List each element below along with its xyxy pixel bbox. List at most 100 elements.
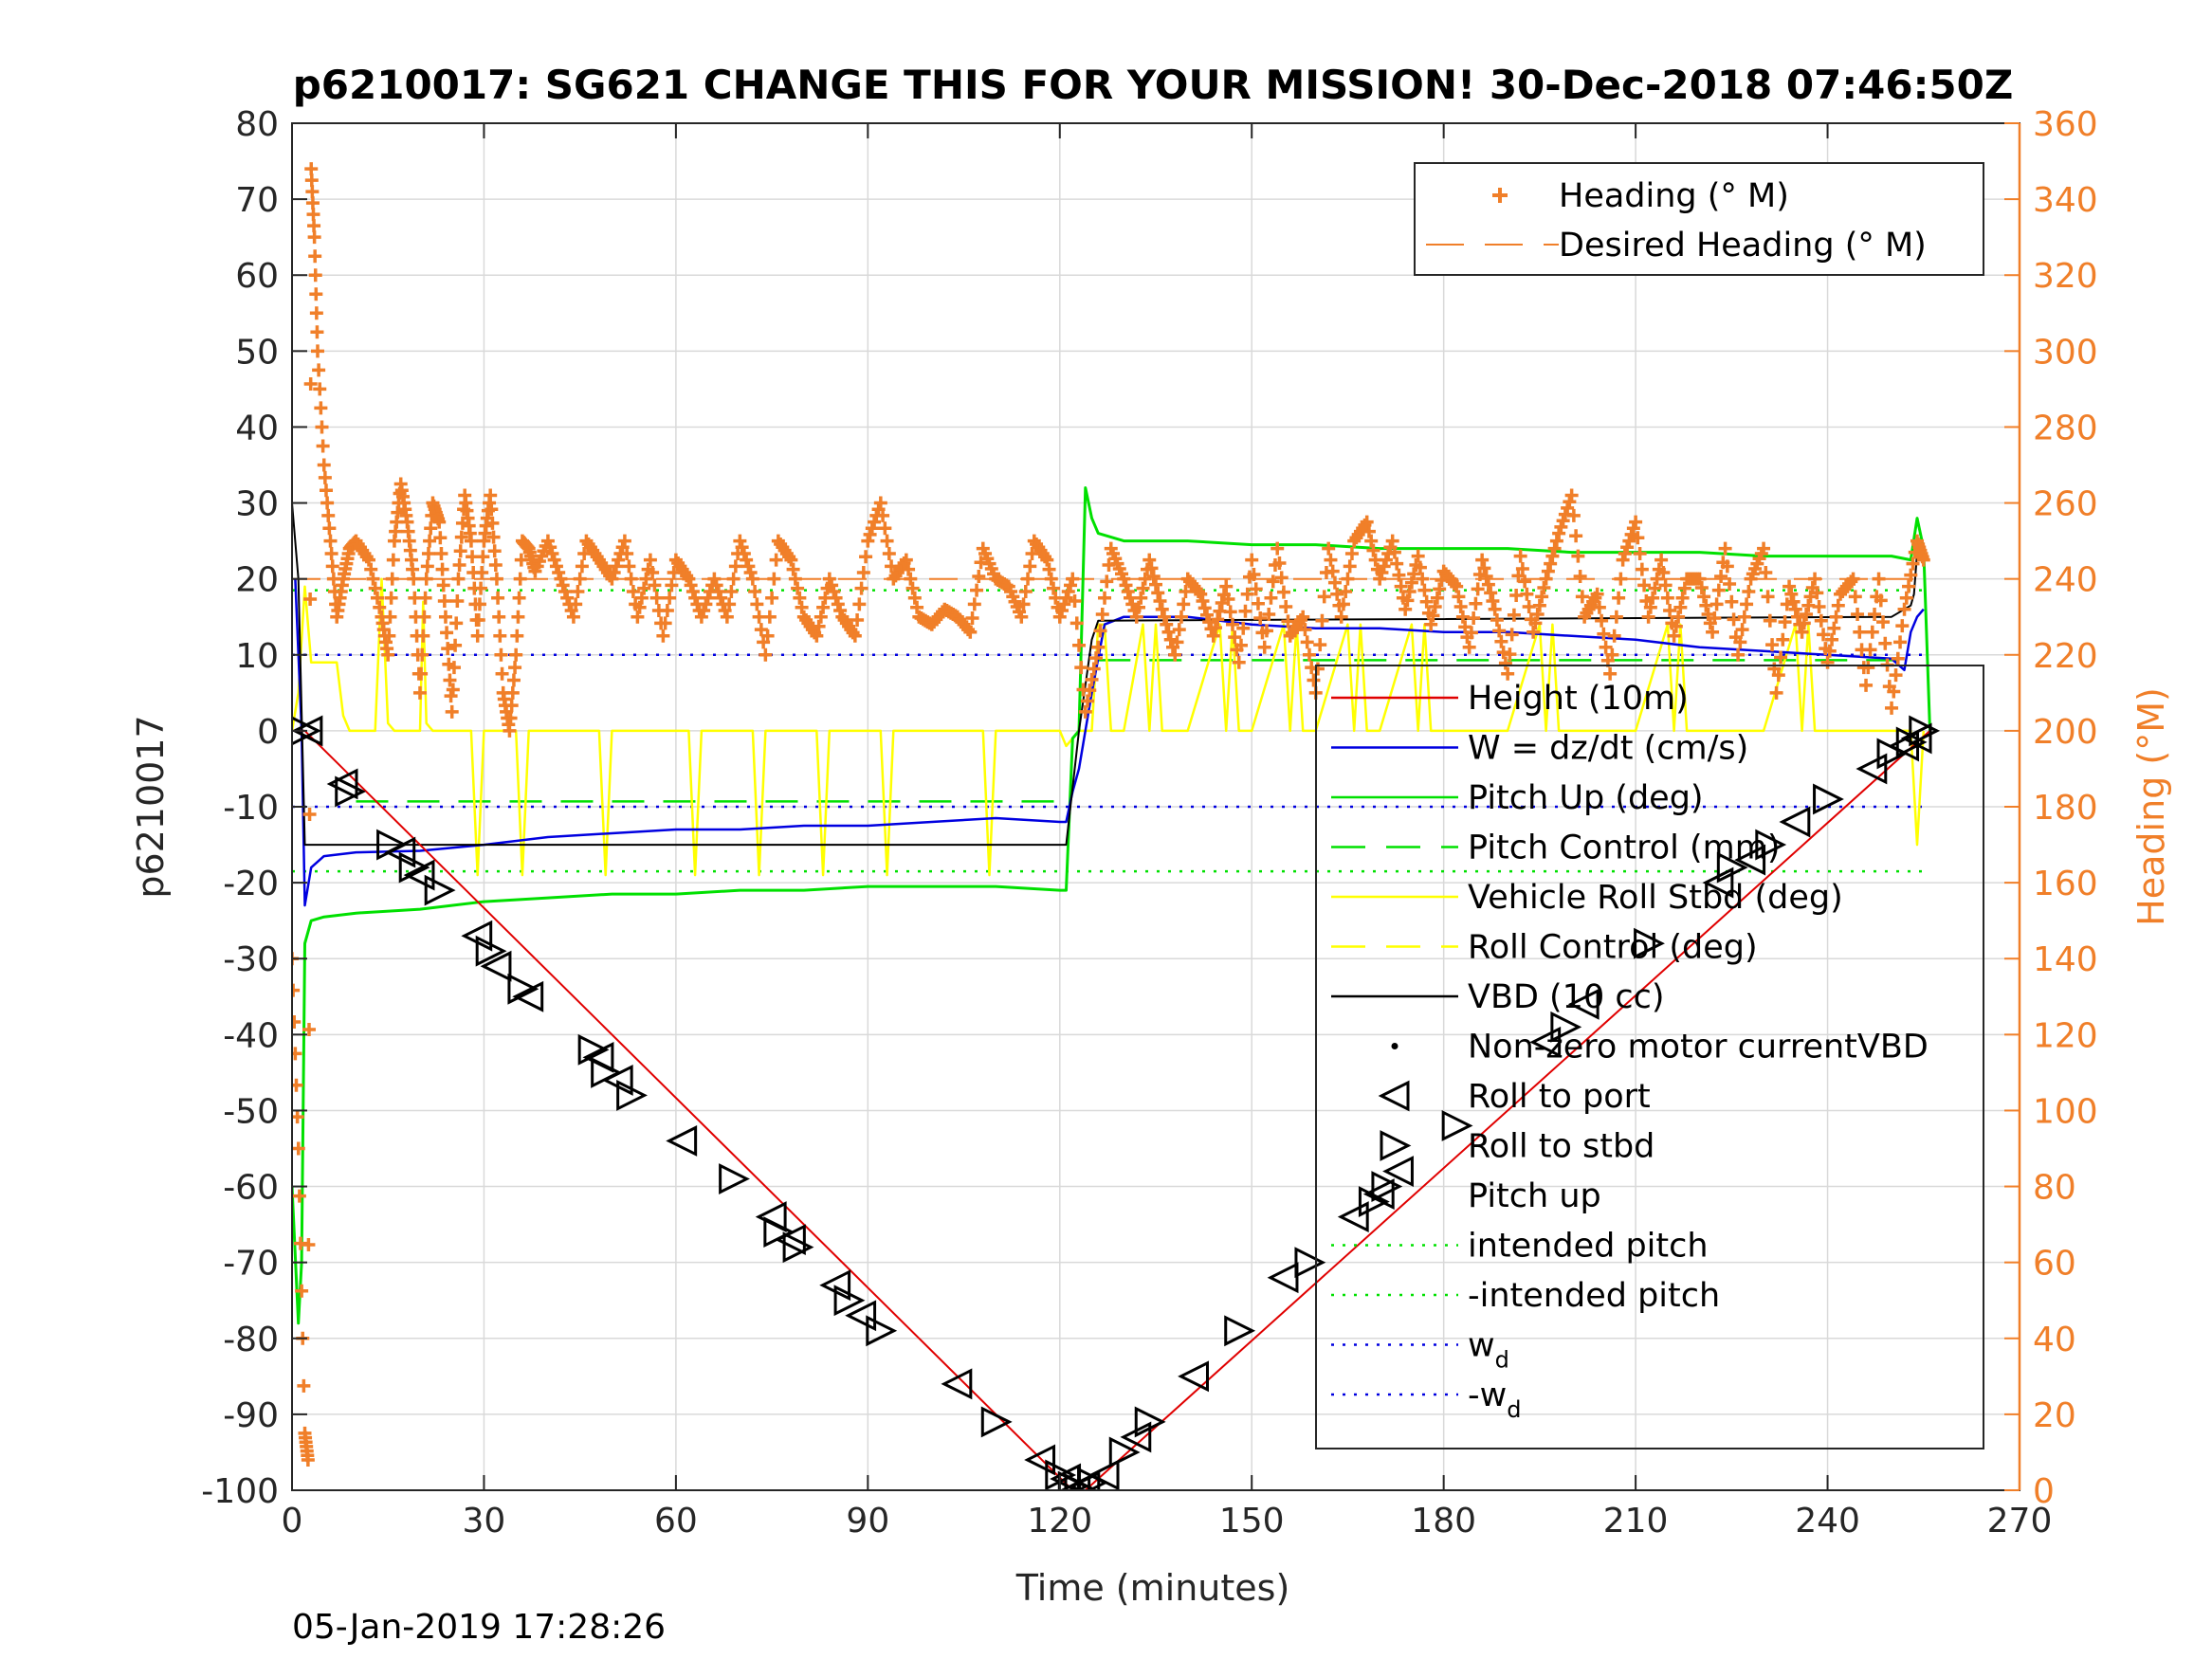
roll-to-port-marker [1178,1360,1209,1393]
heading-point [1791,610,1805,624]
heading-point [415,647,430,662]
heading-point [1654,553,1669,567]
heading-point [305,196,320,210]
heading-point [1757,541,1771,556]
roll-to-port-marker [775,1224,806,1256]
heading-point [1569,529,1583,543]
y-tick-label: 20 [235,561,279,600]
heading-point [318,470,332,484]
heading-point [304,162,319,176]
roll-to-stbd-marker [1108,1436,1141,1468]
heading-point [754,623,768,637]
heading-point [487,544,502,558]
roll-to-port-marker [941,1368,973,1400]
heading-point [1501,666,1515,681]
y2-tick-label: 220 [2033,637,2098,676]
heading-point [810,629,824,643]
heading-point [1520,587,1534,601]
heading-point [1612,591,1626,605]
y-tick-label: -100 [201,1472,279,1511]
heading-point [1573,569,1587,583]
heading-point [665,578,679,592]
heading-point [1407,567,1421,581]
heading-point [1091,640,1106,654]
heading-point [784,553,798,567]
heading-point [1851,608,1865,622]
y-tick-label: -90 [223,1396,279,1435]
y2-tick-label: 300 [2033,333,2098,372]
heading-point [447,661,461,675]
heading-point [1174,610,1188,624]
heading-point [1561,501,1575,515]
heading-point [1279,600,1293,614]
heading-point [741,559,756,574]
heading-point [1334,610,1348,624]
heading-point [1812,600,1826,614]
heading-point [370,591,384,605]
heading-point [1648,581,1662,595]
heading-point [1199,608,1214,622]
roll-to-stbd-marker [1371,1171,1403,1202]
heading-point [1057,597,1071,611]
heading-point [1897,602,1911,616]
heading-point [1344,546,1359,560]
heading-point [1146,569,1161,583]
heading-point [1262,608,1276,622]
heading-point [1725,594,1739,609]
heading-point [1547,541,1562,556]
heading-point [1740,597,1754,611]
heading-point [701,591,715,605]
legend-label-text: Pitch up [1468,1177,1601,1215]
heading-point [1155,602,1169,616]
heading-point [639,572,653,586]
x-tick-label: 210 [1603,1502,1669,1540]
roll-to-stbd-marker [833,1285,866,1317]
heading-point [620,546,634,560]
heading-point [1098,591,1112,605]
roll-to-stbd-marker [719,1163,750,1194]
roll-to-port-marker [403,859,435,891]
legend-heading-swatch [1492,188,1508,203]
heading-point [656,629,670,643]
heading-point [1424,617,1438,631]
heading-point [407,572,421,586]
y-axis-label: p6210017 [130,715,172,898]
heading-point [1603,666,1618,681]
y2-tick-label: 100 [2033,1092,2098,1131]
heading-point [1618,546,1632,560]
heading-point [1317,590,1331,604]
heading-point [707,572,722,586]
y2-tick-label: 80 [2033,1169,2076,1208]
heading-point [1413,560,1427,574]
heading-point [492,610,506,624]
heading-point [309,287,323,301]
heading-point [1170,635,1184,649]
heading-point [1044,572,1058,586]
heading-point [1822,644,1837,658]
heading-point [1208,621,1222,635]
heading-point [1052,610,1067,624]
roll-to-stbd-marker [335,775,367,808]
heading-point [1904,568,1918,582]
heading-point [1780,597,1794,611]
heading-point [1221,592,1235,607]
heading-point [850,613,865,628]
roll-to-stbd-marker [1294,1247,1326,1279]
heading-point [1249,582,1263,596]
heading-point [1494,634,1508,648]
roll-to-port-marker [1779,806,1811,838]
heading-point [1240,587,1254,601]
heading-point [1475,553,1490,567]
heading-point [1891,651,1905,665]
heading-point [1462,640,1476,654]
heading-point [1669,619,1683,633]
heading-point [961,623,976,637]
heading-point [434,546,448,560]
x-tick-label: 120 [1027,1502,1092,1540]
heading-point [910,600,924,614]
heading-point [1394,579,1408,593]
heading-point [1539,572,1553,586]
heading-point [1196,594,1210,609]
heading-point [1066,572,1080,586]
heading-point [1172,623,1186,637]
